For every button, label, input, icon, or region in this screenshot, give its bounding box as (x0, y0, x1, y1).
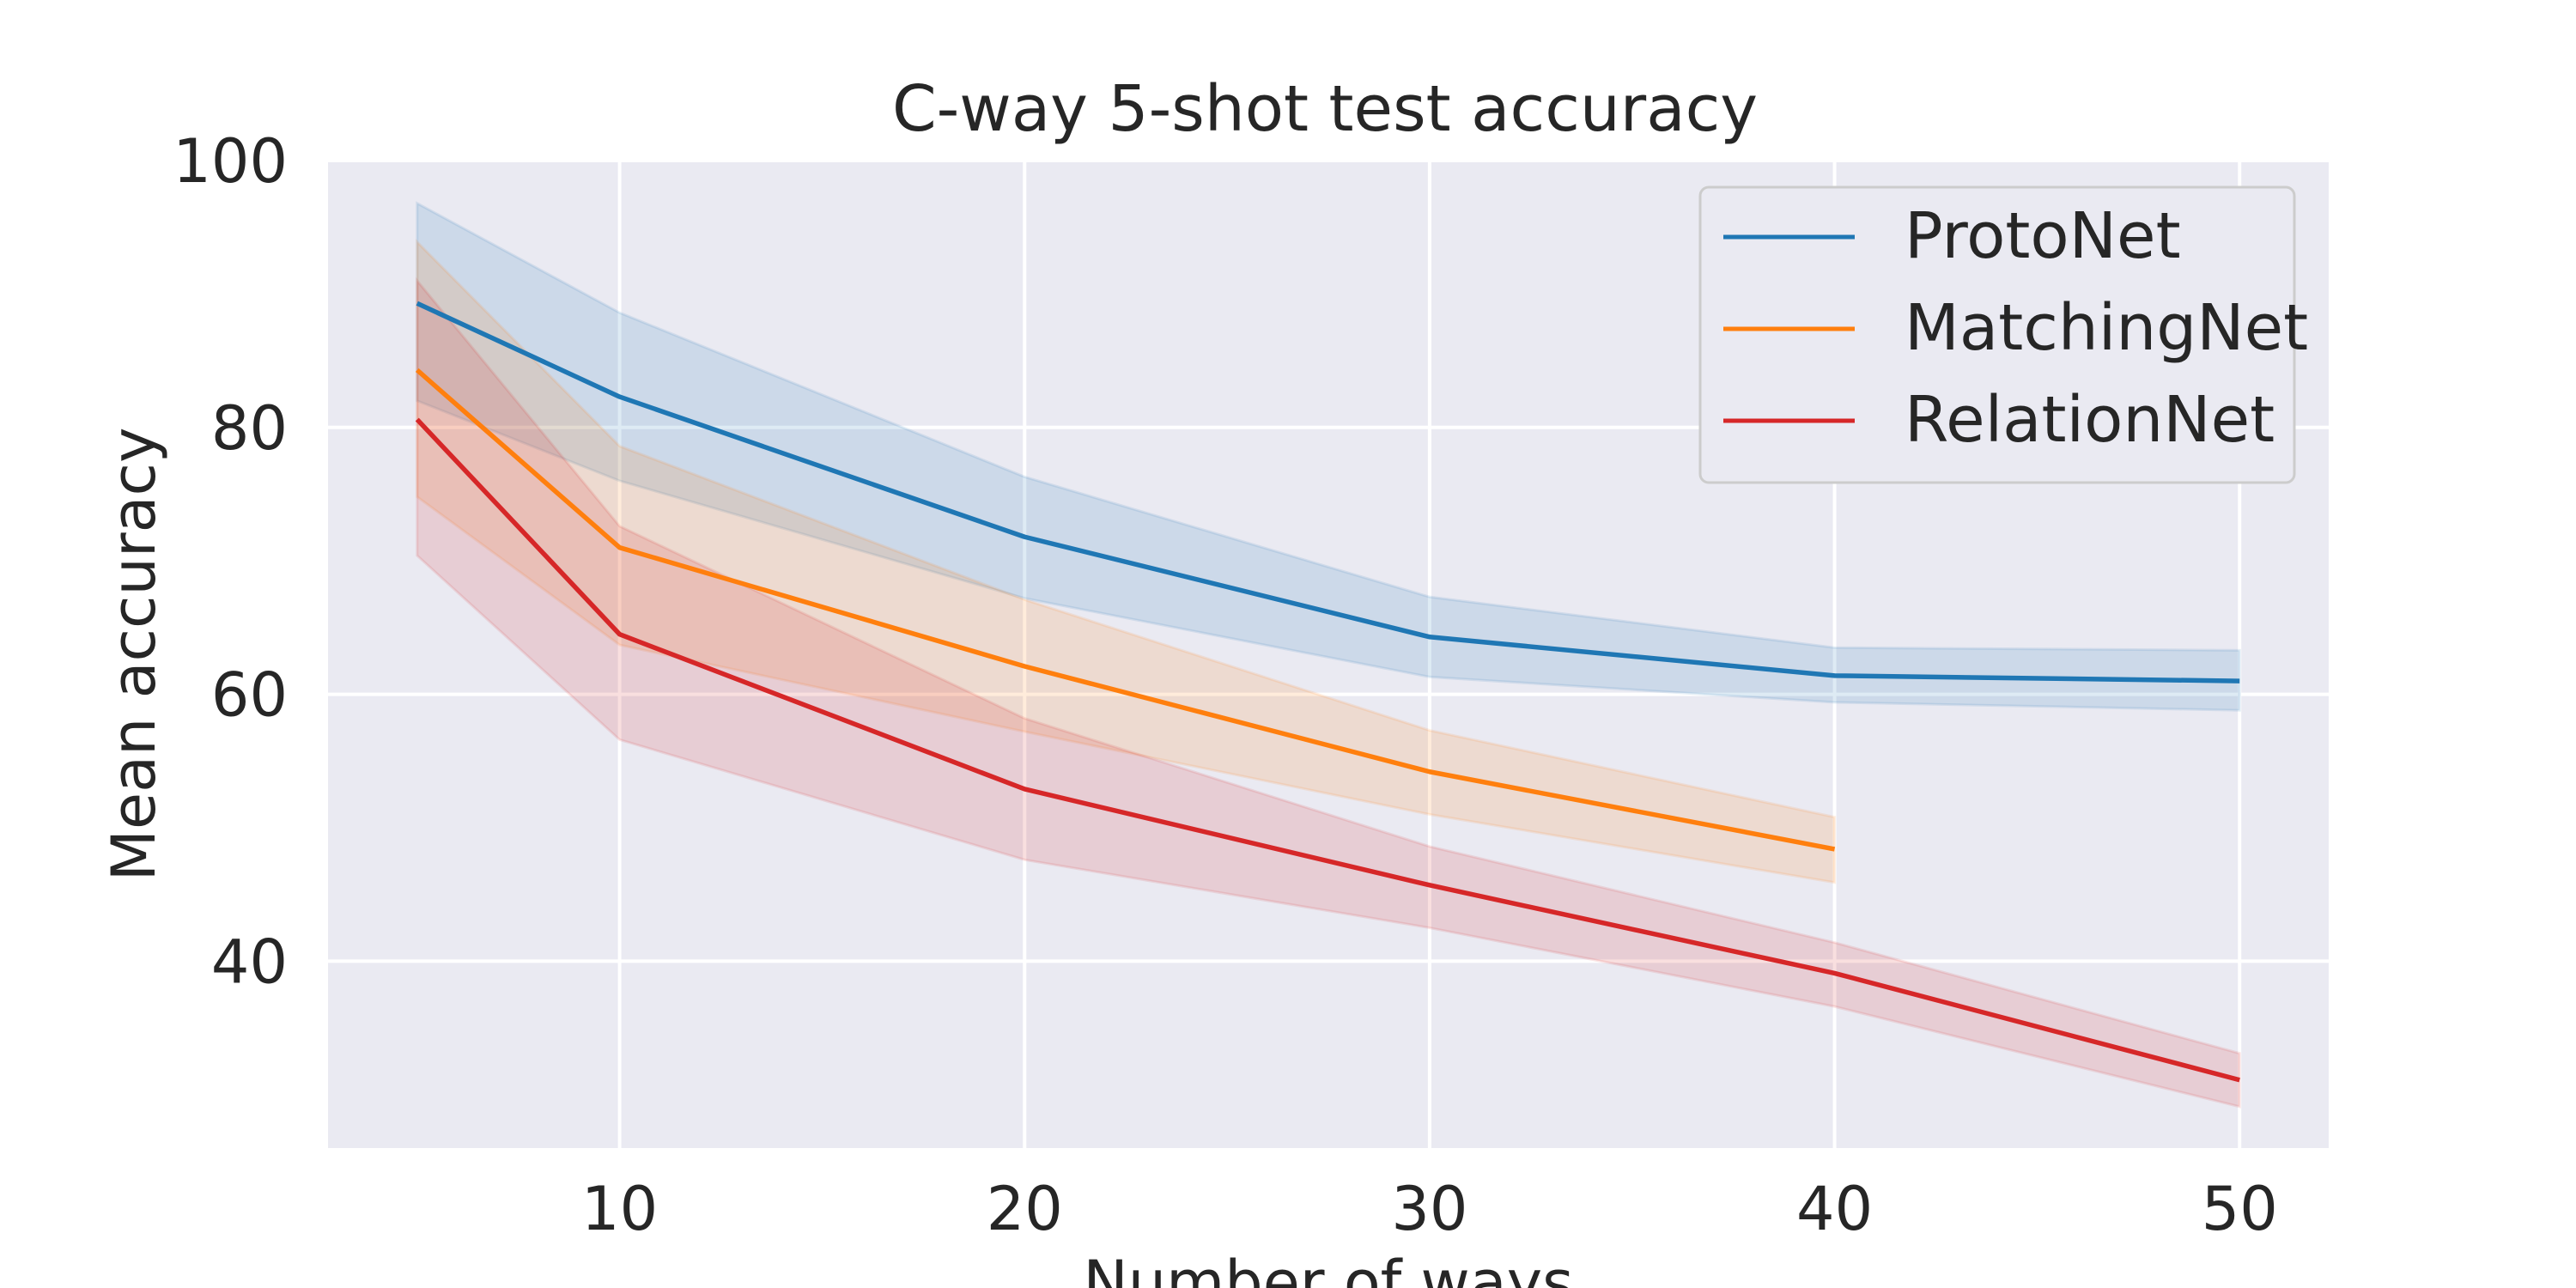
band-relationnet (416, 276, 2241, 1109)
y-tick-label: 80 (211, 393, 288, 464)
line-protonet (416, 301, 2240, 683)
y-tick-label: 60 (211, 660, 288, 731)
x-tick-label: 50 (2202, 1174, 2278, 1244)
grid (328, 159, 2329, 1148)
legend-box (1698, 185, 2296, 484)
y-tick-label: 40 (211, 927, 288, 997)
band-matchingnet (416, 239, 1837, 884)
line-matchingnet (415, 368, 1836, 852)
legend-label-relationnet: RelationNet (1905, 383, 2275, 457)
y-axis-label: Mean accuracy (99, 428, 169, 882)
x-tick-label: 30 (1391, 1174, 1467, 1244)
y-tick-labels: 40 60 80 100 (173, 126, 288, 997)
legend: ProtoNet MatchingNet RelationNet (1698, 185, 2308, 484)
confidence-bands (416, 201, 2241, 1109)
x-axis-label: Number of ways (1083, 1248, 1573, 1288)
series-lines (415, 301, 2240, 1083)
legend-label-matchingnet: MatchingNet (1905, 291, 2308, 365)
chart-title: C-way 5-shot test accuracy (892, 72, 1758, 146)
y-tick-label: 100 (173, 126, 288, 197)
x-tick-labels: 10 20 30 40 50 (581, 1174, 2278, 1244)
x-tick-label: 20 (987, 1174, 1063, 1244)
legend-label-protonet: ProtoNet (1905, 199, 2181, 273)
band-protonet (416, 201, 2241, 712)
x-tick-label: 40 (1796, 1174, 1873, 1244)
x-tick-label: 10 (581, 1174, 658, 1244)
line-relationnet (415, 417, 2240, 1083)
